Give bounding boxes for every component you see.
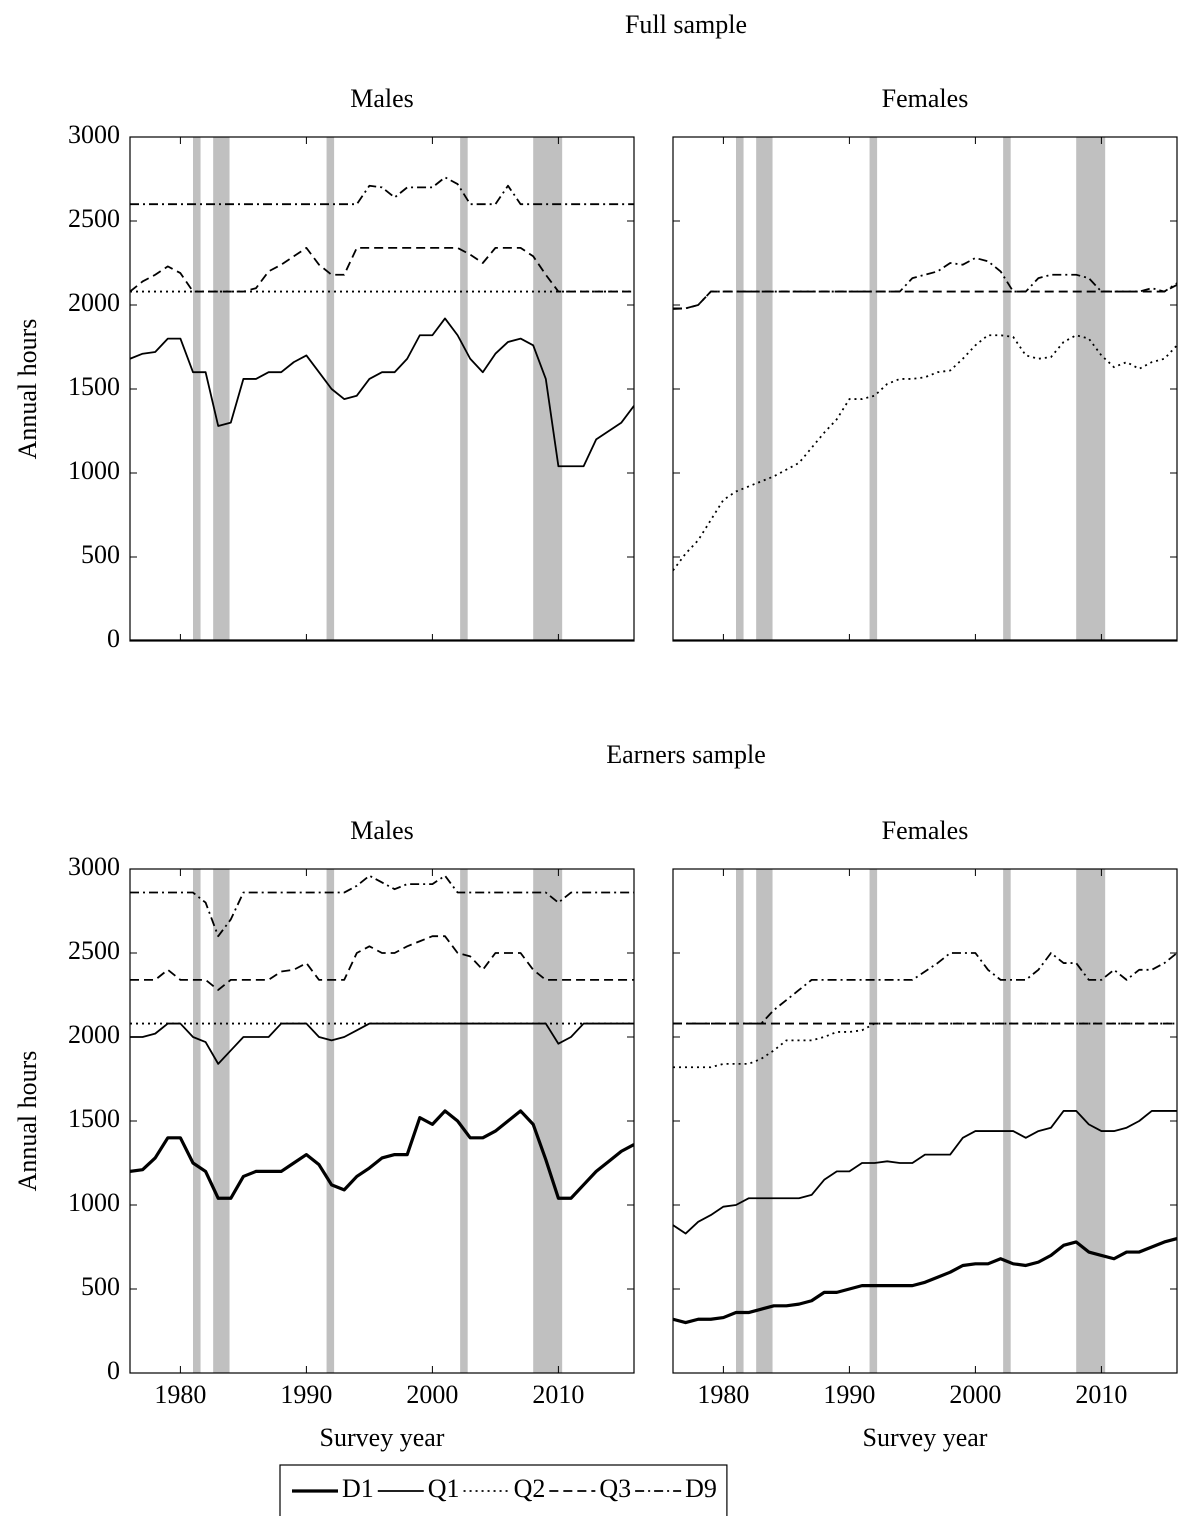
shaded-span	[756, 137, 773, 641]
shaded-span	[869, 869, 878, 1373]
x-tick-label: 1990	[823, 1380, 875, 1409]
legend-label: D1	[342, 1474, 374, 1503]
legend-label: D9	[685, 1474, 717, 1503]
plot-frame	[672, 136, 1178, 642]
legend-label: Q3	[599, 1474, 631, 1503]
shaded-span	[460, 137, 468, 641]
shaded-span	[193, 137, 201, 641]
panel-title: Males	[350, 84, 414, 113]
y-tick-label: 0	[107, 624, 120, 653]
legend-label: Q1	[428, 1474, 460, 1503]
y-tick-label: 3000	[68, 852, 120, 881]
series-line	[673, 1110, 1177, 1235]
shaded-span	[1076, 137, 1106, 641]
series-line	[130, 935, 634, 991]
series-line	[130, 874, 634, 938]
x-tick-label: 1980	[154, 1380, 206, 1409]
plot-frame	[129, 868, 635, 1374]
x-axis-label: Survey year	[863, 1423, 988, 1452]
y-tick-label: 1500	[68, 1104, 120, 1133]
shaded-span	[213, 869, 230, 1373]
legend-box	[279, 1464, 728, 1516]
legend: D1 Q1 Q2 Q3 D9	[279, 1464, 728, 1516]
series-line	[673, 1022, 1177, 1069]
x-tick-label: 2010	[1075, 1380, 1127, 1409]
series-line	[673, 334, 1177, 571]
series-line	[673, 952, 1177, 1025]
x-tick-label: 1990	[280, 1380, 332, 1409]
y-tick-label: 1000	[68, 1188, 120, 1217]
series-line	[673, 257, 1177, 310]
panel-title: Males	[350, 816, 414, 845]
series-line	[130, 1109, 634, 1200]
x-tick-label: 1980	[697, 1380, 749, 1409]
series-line	[130, 246, 634, 293]
y-tick-label: 2500	[68, 204, 120, 233]
plot-frame	[672, 868, 1178, 1374]
shaded-span	[1076, 869, 1106, 1373]
x-tick-label: 2010	[532, 1380, 584, 1409]
plot-frame	[129, 136, 635, 642]
y-tick-label: 0	[107, 1356, 120, 1385]
y-tick-label: 500	[81, 540, 120, 569]
x-tick-label: 2000	[406, 1380, 458, 1409]
y-tick-label: 1500	[68, 372, 120, 401]
x-tick-label: 2000	[949, 1380, 1001, 1409]
series-line	[130, 176, 634, 206]
shaded-span	[193, 869, 201, 1373]
shaded-span	[1003, 869, 1011, 1373]
shaded-span	[533, 869, 563, 1373]
y-tick-label: 3000	[68, 120, 120, 149]
y-axis-label: Annual hours	[13, 319, 42, 460]
x-axis-label: Survey year	[320, 1423, 445, 1452]
y-tick-label: 2000	[68, 1020, 120, 1049]
legend-label: Q2	[514, 1474, 546, 1503]
shaded-span	[1003, 137, 1011, 641]
y-tick-label: 2500	[68, 936, 120, 965]
shaded-span	[736, 869, 744, 1373]
shaded-span	[326, 869, 335, 1373]
y-tick-label: 2000	[68, 288, 120, 317]
shaded-span	[869, 137, 878, 641]
shaded-span	[756, 869, 773, 1373]
shaded-span	[460, 869, 468, 1373]
shaded-span	[736, 137, 744, 641]
section-title: Earners sample	[606, 740, 766, 769]
y-tick-label: 500	[81, 1272, 120, 1301]
shaded-span	[213, 137, 230, 641]
panel-title: Females	[882, 84, 969, 113]
panel-title: Females	[882, 816, 969, 845]
section-title: Full sample	[625, 10, 747, 39]
y-tick-label: 1000	[68, 456, 120, 485]
y-axis-label: Annual hours	[13, 1051, 42, 1192]
series-line	[673, 1237, 1177, 1325]
shaded-span	[326, 137, 335, 641]
series-line	[130, 317, 634, 468]
